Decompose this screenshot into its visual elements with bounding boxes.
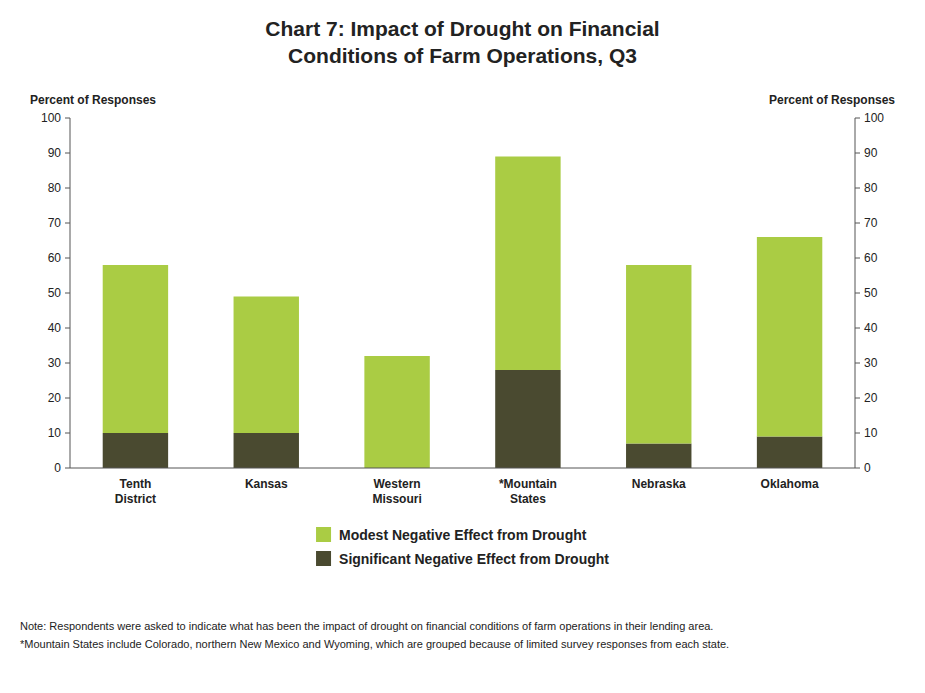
- axes: 0 10 20 30 40 50 60 70 80 90 100 0 10 20 30 40 50 60 70 80 9…: [41, 111, 884, 506]
- y-tick-label: 80: [48, 181, 62, 195]
- bar-segment: [495, 157, 560, 371]
- y2-tick-label: 40: [864, 321, 878, 335]
- legend-swatch: [316, 551, 331, 566]
- bar-segment: [626, 265, 691, 444]
- y-tick: [65, 398, 70, 399]
- y2-tick: [855, 153, 860, 154]
- y2-tick-label: 100: [864, 111, 884, 125]
- bar-segment: [234, 433, 299, 468]
- x-tick-label: Nebraska: [632, 477, 686, 491]
- y2-tick-label: 30: [864, 356, 878, 370]
- x-tick-label: WesternMissouri: [372, 477, 421, 506]
- y-tick: [65, 118, 70, 119]
- legend: Modest Negative Effect from Drought Signi…: [316, 527, 609, 567]
- y2-tick: [855, 363, 860, 364]
- y2-axis-label: Percent of Responses: [769, 93, 895, 107]
- y-tick-label: 50: [48, 286, 62, 300]
- y-tick: [65, 328, 70, 329]
- bar-segment: [757, 437, 822, 469]
- x-tick-label: *MountainStates: [499, 477, 557, 506]
- y2-tick-label: 0: [864, 461, 871, 475]
- x-tick-label: Oklahoma: [761, 477, 819, 491]
- y2-tick: [855, 188, 860, 189]
- y2-tick-label: 50: [864, 286, 878, 300]
- x-tick-label: TenthDistrict: [115, 477, 156, 506]
- y2-tick: [855, 258, 860, 259]
- legend-entry: Significant Negative Effect from Drought: [339, 551, 609, 567]
- y-tick: [65, 188, 70, 189]
- chart: Chart 7: Impact of Drought on FinancialC…: [0, 0, 925, 693]
- note: *Mountain States include Colorado, north…: [20, 638, 729, 650]
- x-axis-line: [70, 468, 855, 469]
- y-axis-label: Percent of Responses: [30, 93, 156, 107]
- bar-segment: [234, 297, 299, 434]
- y-tick: [65, 468, 70, 469]
- y2-tick: [855, 223, 860, 224]
- y2-tick: [855, 433, 860, 434]
- bar-segment: [757, 237, 822, 437]
- y-tick-label: 20: [48, 391, 62, 405]
- y2-tick: [855, 328, 860, 329]
- legend-swatch: [316, 527, 331, 542]
- x-tick-label: Kansas: [245, 477, 288, 491]
- y-tick-label: 60: [48, 251, 62, 265]
- y2-tick-label: 90: [864, 146, 878, 160]
- y2-tick-label: 60: [864, 251, 878, 265]
- y2-tick-label: 10: [864, 426, 878, 440]
- y-tick: [65, 223, 70, 224]
- y-tick: [65, 153, 70, 154]
- y-tick-label: 0: [54, 461, 61, 475]
- legend-entry: Modest Negative Effect from Drought: [339, 527, 587, 543]
- y-tick-label: 100: [41, 111, 61, 125]
- bar-segment: [626, 444, 691, 469]
- y-tick-label: 40: [48, 321, 62, 335]
- title: Chart 7: Impact of Drought on FinancialC…: [265, 17, 659, 67]
- y-tick: [65, 363, 70, 364]
- y2-tick: [855, 118, 860, 119]
- y-tick: [65, 258, 70, 259]
- y2-tick: [855, 468, 860, 469]
- y-tick-label: 10: [48, 426, 62, 440]
- y2-tick-label: 80: [864, 181, 878, 195]
- y2-tick-label: 20: [864, 391, 878, 405]
- y-tick: [65, 433, 70, 434]
- bars: [103, 157, 823, 469]
- bar-segment: [495, 370, 560, 468]
- y-tick-label: 70: [48, 216, 62, 230]
- y2-tick: [855, 398, 860, 399]
- y2-tick: [855, 293, 860, 294]
- y2-tick-label: 70: [864, 216, 878, 230]
- bar-segment: [103, 433, 168, 468]
- note: Note: Respondents were asked to indicate…: [20, 620, 713, 632]
- y-tick-label: 30: [48, 356, 62, 370]
- y-tick: [65, 293, 70, 294]
- y-tick-label: 90: [48, 146, 62, 160]
- bar-segment: [103, 265, 168, 433]
- bar-segment: [364, 356, 429, 468]
